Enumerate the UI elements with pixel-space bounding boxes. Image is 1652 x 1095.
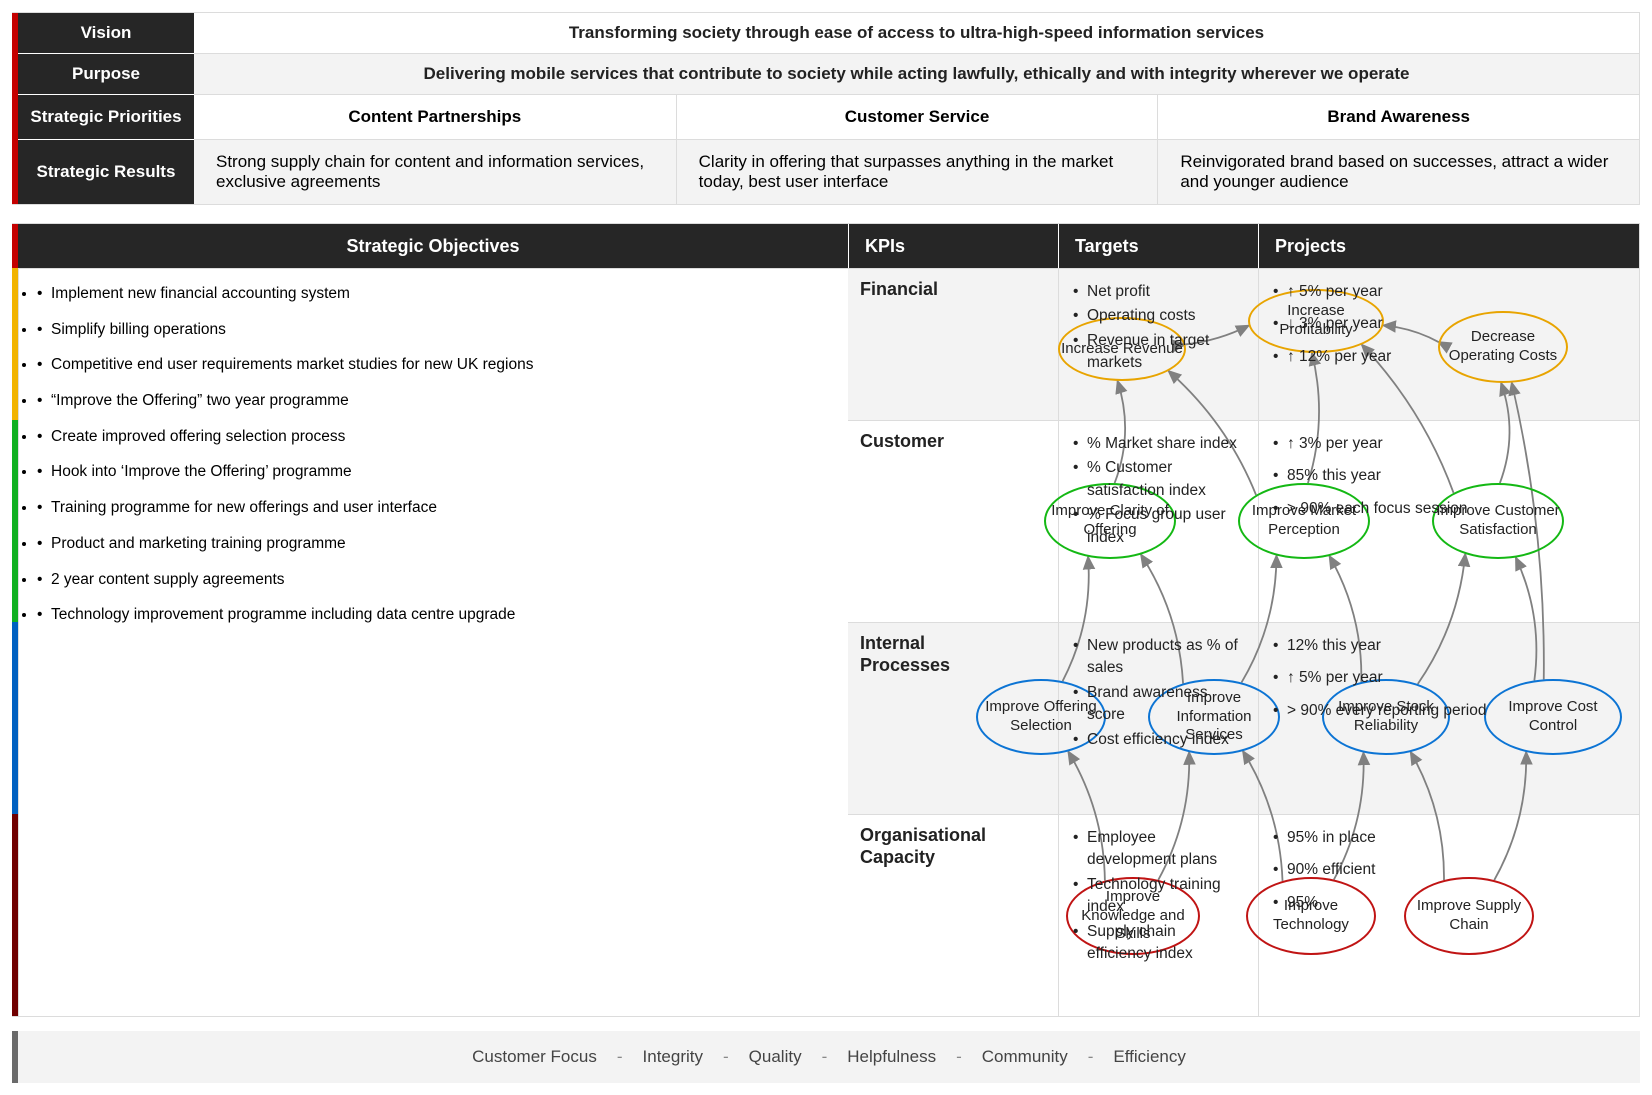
kpi-item: Operating costs xyxy=(1073,305,1244,327)
kpi-item: Brand awareness score xyxy=(1073,682,1244,727)
kpi-item: % Market share index xyxy=(1073,433,1244,455)
arrow-info-perc xyxy=(1242,556,1277,683)
target-item: 85% this year xyxy=(1273,465,1625,487)
header-kpis: KPIs xyxy=(848,224,1058,268)
results-label: Strategic Results xyxy=(18,140,194,204)
project-item: Competitive end user requirements market… xyxy=(37,354,830,376)
project-item: 2 year content supply agreements xyxy=(37,569,830,591)
target-item: ↓ 3% per year xyxy=(1273,313,1625,335)
perspective-internal: Internal Processes Improve Offering Sele… xyxy=(848,622,1058,814)
arrow-stock-sat xyxy=(1418,554,1466,684)
target-item: ↑ 3% per year xyxy=(1273,433,1625,455)
arrow-costc-sat xyxy=(1516,558,1537,681)
project-item: “Improve the Offering” two year programm… xyxy=(37,390,830,412)
kpi-item: Revenue in target markets xyxy=(1073,330,1244,375)
target-item: ↑ 5% per year xyxy=(1273,281,1625,303)
purpose-label: Purpose xyxy=(18,54,194,95)
target-item: 90% efficient xyxy=(1273,859,1625,881)
kpi-item: Employee development plans xyxy=(1073,827,1244,872)
priority-1: Content Partnerships xyxy=(194,95,676,139)
perspective-financial: Financial Increase RevenueIncrease Profi… xyxy=(848,268,1058,420)
project-item: Create improved offering selection proce… xyxy=(37,426,830,448)
project-item: Technology improvement programme includi… xyxy=(37,604,830,626)
results-row: Strong supply chain for content and info… xyxy=(194,140,1639,204)
project-item: Training programme for new offerings and… xyxy=(37,497,830,519)
project-item: Simplify billing operations xyxy=(37,319,830,341)
scorecard-grid: Strategic Objectives KPIs Targets Projec… xyxy=(18,224,1639,1016)
objective-node-tech: Improve Technology xyxy=(1246,877,1376,955)
objective-node-supp: Improve Supply Chain xyxy=(1404,877,1534,955)
vision-label: Vision xyxy=(18,13,194,54)
result-2: Clarity in offering that surpasses anyth… xyxy=(676,140,1158,204)
strategy-header-table: Vision Transforming society through ease… xyxy=(12,12,1640,205)
kpi-item: % Customer satisfaction index xyxy=(1073,457,1244,502)
kpi-item: New products as % of sales xyxy=(1073,635,1244,680)
target-item: 12% this year xyxy=(1273,635,1625,657)
objective-node-perc: Improve Market Perception xyxy=(1238,483,1370,559)
project-item: Hook into ‘Improve the Offering’ program… xyxy=(37,461,830,483)
objective-node-sat: Improve Customer Satisfaction xyxy=(1432,483,1564,559)
kpi-item: Net profit xyxy=(1073,281,1244,303)
priority-3: Brand Awareness xyxy=(1157,95,1639,139)
project-item: Product and marketing training programme xyxy=(37,533,830,555)
perspective-org: Organisational Capacity Improve Knowledg… xyxy=(848,814,1058,1016)
values-footer: Customer Focus-Integrity-Quality-Helpful… xyxy=(12,1031,1640,1083)
purpose-text: Delivering mobile services that contribu… xyxy=(194,54,1639,95)
project-item: Implement new financial accounting syste… xyxy=(37,283,830,305)
target-item: ↑ 12% per year xyxy=(1273,346,1625,368)
org-title: Organisational Capacity xyxy=(860,825,1010,868)
arrow-perc-prof xyxy=(1308,353,1319,483)
target-item: ↑ 5% per year xyxy=(1273,667,1625,689)
customer-title: Customer xyxy=(860,431,944,453)
priorities-row: Content Partnerships Customer Service Br… xyxy=(194,95,1639,140)
internal-title: Internal Processes xyxy=(860,633,970,676)
priority-2: Customer Service xyxy=(676,95,1158,139)
result-3: Reinvigorated brand based on successes, … xyxy=(1157,140,1639,204)
arrow-stock-perc xyxy=(1329,556,1361,682)
kpi-item: Supply chain efficiency index xyxy=(1073,921,1244,966)
kpi-item: Cost efficiency index xyxy=(1073,729,1244,751)
balanced-scorecard: Strategic Objectives KPIs Targets Projec… xyxy=(12,223,1640,1017)
kpi-item: Technology training index xyxy=(1073,874,1244,919)
header-projects: Projects xyxy=(1258,224,1639,268)
header-targets: Targets xyxy=(1058,224,1258,268)
target-item: > 90% each focus session xyxy=(1273,498,1625,520)
target-item: 95% in place xyxy=(1273,827,1625,849)
kpi-item: % Focus group user index xyxy=(1073,504,1244,549)
vision-text: Transforming society through ease of acc… xyxy=(194,13,1639,54)
priorities-label: Strategic Priorities xyxy=(18,95,194,140)
values-list: Customer Focus-Integrity-Quality-Helpful… xyxy=(18,1031,1640,1083)
target-item: 95% xyxy=(1273,892,1625,914)
target-item: > 90% every reporting period xyxy=(1273,700,1625,722)
projects-column: Implement new financial accounting syste… xyxy=(18,268,848,1016)
result-1: Strong supply chain for content and info… xyxy=(194,140,676,204)
perspective-customer: Customer Improve Clarity of OfferingImpr… xyxy=(848,420,1058,622)
header-objectives: Strategic Objectives xyxy=(18,224,848,268)
